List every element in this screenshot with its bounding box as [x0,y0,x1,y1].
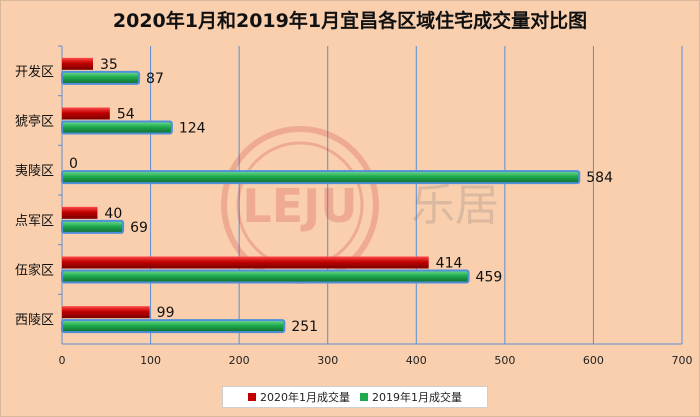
bar-2019-0 [61,70,141,85]
legend-label-2019: 2019年1月成交量 [372,391,462,404]
category-label: 猇亭区 [15,114,54,130]
watermark-text-cn: 乐居 [411,180,499,231]
data-label-2019-5: 251 [291,319,318,335]
bar-2019-1 [61,120,173,135]
data-label-2019-1: 124 [179,121,206,137]
legend: 2020年1月成交量 2019年1月成交量 [222,386,488,408]
watermark-text: LEJU [242,179,357,233]
category-label: 伍家区 [15,263,54,279]
legend-swatch-2020 [248,393,256,401]
bar-2019-4 [61,269,470,284]
leju-watermark: LEJU 乐居 [221,126,499,284]
bar-2019-3 [61,219,125,234]
category-label: 夷陵区 [15,163,54,179]
x-tick-label-400: 400 [406,354,427,367]
bar-2020-1 [62,107,110,120]
bars: 35 87 54 124 0 584 40 69 414 459 99 251 [61,57,613,335]
category-label: 点军区 [15,214,54,229]
chart-title: 2020年1月和2019年1月宜昌各区域住宅成交量对比图 [112,10,588,32]
data-label-2019-0: 87 [146,71,164,87]
x-tick-label-0: 0 [59,354,66,367]
data-label-2020-3: 40 [104,206,122,222]
x-tick-label-500: 500 [494,354,515,367]
legend-label-2020: 2020年1月成交量 [260,391,350,404]
x-axis: 0 100 200 300 400 500 600 700 [58,45,693,367]
data-label-2020-2: 0 [69,156,78,172]
data-label-2020-4: 414 [436,256,463,272]
bar-2020-5 [62,306,150,319]
x-tick-label-300: 300 [317,354,338,367]
data-label-2019-2: 584 [586,170,613,186]
data-label-2019-3: 69 [130,220,148,236]
category-label: 开发区 [15,64,54,80]
legend-item-2020: 2020年1月成交量 [248,389,350,405]
bar-2020-3 [62,206,98,219]
bar-2020-4 [62,256,429,269]
data-label-2019-4: 459 [476,270,503,286]
data-label-2020-0: 35 [100,57,118,73]
grid-lines [150,46,683,344]
data-label-2020-1: 54 [117,107,135,123]
x-tick-label-700: 700 [672,354,693,367]
bar-2019-2 [61,170,581,185]
x-tick-label-200: 200 [229,354,250,367]
legend-item-2019: 2019年1月成交量 [360,389,462,405]
bar-2020-0 [62,57,93,70]
x-tick-label-100: 100 [140,354,161,367]
data-label-2020-5: 99 [157,305,175,321]
category-label: 西陵区 [15,313,54,328]
bar-2019-5 [61,319,286,334]
x-tick-label-600: 600 [583,354,604,367]
legend-swatch-2019 [360,393,368,401]
